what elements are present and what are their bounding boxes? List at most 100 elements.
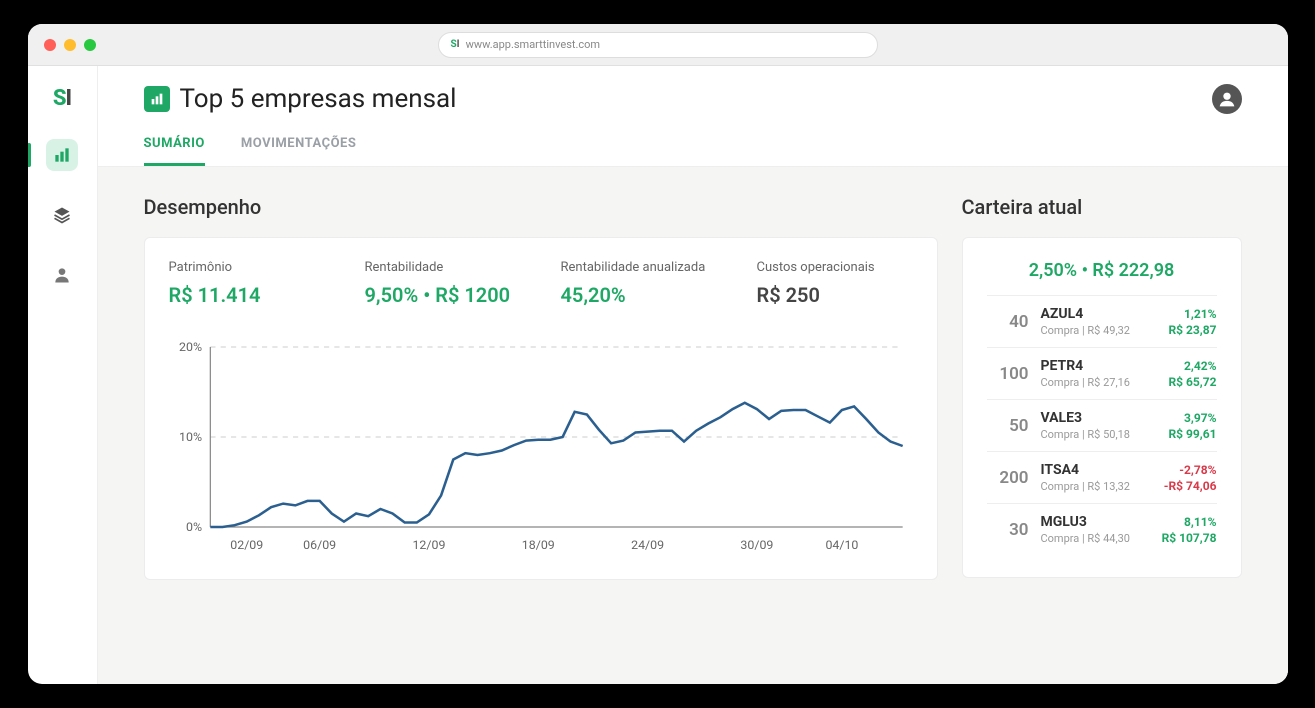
svg-text:12/09: 12/09 xyxy=(412,538,445,552)
holding-qty: 40 xyxy=(987,312,1029,332)
holding-amount: R$ 65,72 xyxy=(1168,375,1216,389)
portfolio-summary-amount: R$ 222,98 xyxy=(1092,260,1174,281)
holding-ticker: PETR4 xyxy=(1041,358,1157,374)
portfolio-title: Carteira atual xyxy=(962,195,1242,219)
kpi-label: Rentabilidade xyxy=(365,260,521,275)
holding-performance: -2,78% -R$ 74,06 xyxy=(1164,463,1217,493)
app-logo[interactable]: SI xyxy=(53,86,71,111)
app-shell: SI Top 5 empresas mensal xyxy=(28,66,1288,684)
kpi: Custos operacionais R$ 250 xyxy=(757,260,913,307)
portfolio-card: 2,50% • R$ 222,98 40 AZUL4 Compra | R$ 49,… xyxy=(962,237,1242,578)
svg-text:20%: 20% xyxy=(179,340,202,354)
kpi-label: Patrimônio xyxy=(169,260,325,275)
user-avatar[interactable] xyxy=(1212,84,1242,114)
holding-pct: 3,97% xyxy=(1168,411,1216,425)
holding-row[interactable]: 50 VALE3Compra | R$ 50,18 3,97% R$ 99,61 xyxy=(987,399,1217,451)
svg-text:10%: 10% xyxy=(179,430,202,444)
holdings-list: 40 AZUL4 Compra | R$ 49,32 1,21% R$ 23,87 100… xyxy=(987,295,1217,555)
portfolio-summary-pct: 2,50% xyxy=(1029,260,1077,281)
favicon: SI xyxy=(451,39,460,50)
holding-detail: Compra | R$ 49,32 xyxy=(1041,324,1157,337)
holding-qty: 30 xyxy=(987,520,1029,540)
kpi-value: R$ 11.414 xyxy=(169,283,325,307)
window-close-button[interactable] xyxy=(44,39,56,51)
holding-qty: 100 xyxy=(987,364,1029,384)
holding-pct: -2,78% xyxy=(1164,463,1217,477)
topbar: Top 5 empresas mensal xyxy=(98,66,1288,114)
main-panel: Top 5 empresas mensal SUMÁRIO MOVIMENTAÇÕ… xyxy=(98,66,1288,684)
sidebar: SI xyxy=(28,66,98,684)
svg-text:24/09: 24/09 xyxy=(631,538,664,552)
holding-amount: R$ 23,87 xyxy=(1168,323,1216,337)
holding-performance: 8,11% R$ 107,78 xyxy=(1162,515,1217,545)
holding-info: MGLU3Compra | R$ 44,30 xyxy=(1041,514,1150,545)
svg-text:02/09: 02/09 xyxy=(230,538,263,552)
page-title: Top 5 empresas mensal xyxy=(180,84,457,114)
person-icon xyxy=(52,265,72,285)
holding-pct: 2,42% xyxy=(1168,359,1216,373)
holding-amount: R$ 99,61 xyxy=(1168,427,1216,441)
kpi-value: R$ 250 xyxy=(757,283,913,307)
kpi: Rentabilidade anualizada 45,20% xyxy=(561,260,717,307)
kpi-label: Custos operacionais xyxy=(757,260,913,275)
holding-qty: 50 xyxy=(987,416,1029,436)
holding-pct: 1,21% xyxy=(1168,307,1216,321)
holding-info: PETR4Compra | R$ 27,16 xyxy=(1041,358,1157,389)
layers-icon xyxy=(52,205,72,225)
holding-info: VALE3Compra | R$ 50,18 xyxy=(1041,410,1157,441)
holding-row[interactable]: 200 ITSA4 Compra | R$ 13,32 -2,78% -R$ 74,06 xyxy=(987,451,1217,503)
holding-row[interactable]: 100 PETR4Compra | R$ 27,16 2,42% R$ 65,72 xyxy=(987,347,1217,399)
kpi: Patrimônio R$ 11.414 xyxy=(169,260,325,307)
tab-movimentações[interactable]: MOVIMENTAÇÕES xyxy=(241,136,356,166)
portfolio-summary-sep: • xyxy=(1077,260,1092,281)
kpi-label: Rentabilidade anualizada xyxy=(561,260,717,275)
portfolio-summary: 2,50% • R$ 222,98 xyxy=(987,260,1217,281)
tabs: SUMÁRIO MOVIMENTAÇÕES xyxy=(98,114,1288,167)
kpi-value: 9,50% • R$ 1200 xyxy=(365,283,521,307)
svg-text:0%: 0% xyxy=(186,520,202,534)
tab-sumário[interactable]: SUMÁRIO xyxy=(144,136,205,166)
holding-detail: Compra | R$ 50,18 xyxy=(1041,428,1157,441)
holding-row[interactable]: 30 MGLU3Compra | R$ 44,30 8,11% R$ 107,78 xyxy=(987,503,1217,555)
holding-row[interactable]: 40 AZUL4 Compra | R$ 49,32 1,21% R$ 23,87 xyxy=(987,295,1217,347)
title-icon xyxy=(144,86,170,112)
holding-detail: Compra | R$ 44,30 xyxy=(1041,532,1150,545)
svg-text:18/09: 18/09 xyxy=(521,538,554,552)
title-group: Top 5 empresas mensal xyxy=(144,84,457,114)
sidebar-item-layers[interactable] xyxy=(46,199,78,231)
holding-ticker: ITSA4 xyxy=(1041,462,1152,478)
holding-amount: R$ 107,78 xyxy=(1162,531,1217,545)
holding-amount: -R$ 74,06 xyxy=(1164,479,1217,493)
content-area: Desempenho PatrimônioR$ 11.414Rentabilid… xyxy=(98,167,1288,684)
svg-text:04/10: 04/10 xyxy=(825,538,858,552)
logo-i: I xyxy=(66,86,72,111)
window-zoom-button[interactable] xyxy=(84,39,96,51)
holding-performance: 1,21% R$ 23,87 xyxy=(1168,307,1216,337)
kpi: Rentabilidade 9,50% • R$ 1200 xyxy=(365,260,521,307)
portfolio-column: Carteira atual 2,50% • R$ 222,98 40 AZUL4… xyxy=(962,195,1242,656)
account-icon xyxy=(1216,88,1238,110)
line-chart-svg: 0% 10% 20% 02/09 06/09 12/09 18/09 24/09 30/09 04… xyxy=(169,337,913,557)
sidebar-item-profile[interactable] xyxy=(46,259,78,291)
bar-chart-icon xyxy=(52,145,72,165)
performance-chart: 0% 10% 20% 02/09 06/09 12/09 18/09 24/09 30/09 04… xyxy=(169,337,913,557)
traffic-lights xyxy=(44,39,96,51)
url-text: www.app.smarttinvest.com xyxy=(466,38,600,51)
holding-qty: 200 xyxy=(987,468,1029,488)
url-bar[interactable]: SI www.app.smarttinvest.com xyxy=(438,32,878,58)
holding-detail: Compra | R$ 13,32 xyxy=(1041,480,1152,493)
holding-performance: 3,97% R$ 99,61 xyxy=(1168,411,1216,441)
sidebar-item-dashboard[interactable] xyxy=(46,139,78,171)
performance-column: Desempenho PatrimônioR$ 11.414Rentabilid… xyxy=(144,195,938,656)
holding-pct: 8,11% xyxy=(1162,515,1217,529)
holding-info: AZUL4 Compra | R$ 49,32 xyxy=(1041,306,1157,337)
svg-text:30/09: 30/09 xyxy=(740,538,773,552)
svg-text:06/09: 06/09 xyxy=(303,538,336,552)
window-minimize-button[interactable] xyxy=(64,39,76,51)
kpi-value: 45,20% xyxy=(561,283,717,307)
holding-ticker: AZUL4 xyxy=(1041,306,1157,322)
bar-chart-icon xyxy=(149,91,165,107)
holding-performance: 2,42% R$ 65,72 xyxy=(1168,359,1216,389)
kpi-row: Patrimônio R$ 11.414 Rentabilidade 9,50% • … xyxy=(169,260,913,307)
browser-window: SI www.app.smarttinvest.com SI xyxy=(28,24,1288,684)
